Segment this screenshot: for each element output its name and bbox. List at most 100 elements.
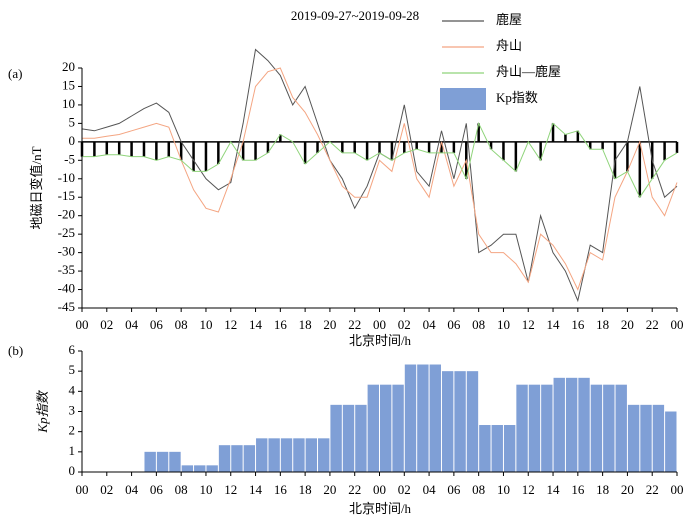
kp-bar <box>578 377 590 472</box>
x-tick-label: 10 <box>199 317 212 332</box>
legend-label: 舟山 <box>496 38 522 53</box>
chart-title: 2019-09-27~2019-09-28 <box>291 8 419 23</box>
x-tick-label: 12 <box>522 482 535 497</box>
x-tick-label: 00 <box>373 317 386 332</box>
kp-bar <box>565 377 578 472</box>
x-tick-label: 06 <box>150 482 164 497</box>
x-tick-label: 12 <box>224 482 237 497</box>
legend-label: 舟山—鹿屋 <box>496 64 561 79</box>
y-tick-label: 3 <box>69 402 76 417</box>
x-tick-label: 08 <box>472 482 485 497</box>
x-tick-label: 14 <box>547 482 561 497</box>
kp-bar <box>268 438 280 472</box>
kp-bar <box>553 377 565 472</box>
x-tick-label: 00 <box>373 482 386 497</box>
x-tick-label: 00 <box>671 482 684 497</box>
y-tick-label: 0 <box>69 463 76 478</box>
kp-bar <box>367 384 379 472</box>
x-tick-label: 02 <box>398 317 411 332</box>
y-tick-label: 5 <box>69 362 76 377</box>
kp-bar <box>231 445 243 472</box>
kp-bar <box>342 404 355 472</box>
y-tick-label: 5 <box>69 114 76 129</box>
x-tick-label: 04 <box>125 317 139 332</box>
kp-bar <box>243 445 256 472</box>
panel-label: (b) <box>8 343 23 358</box>
x-tick-label: 22 <box>348 482 361 497</box>
x-tick-label: 06 <box>447 317 461 332</box>
legend-label: Kp指数 <box>496 90 538 105</box>
legend-swatch <box>440 88 486 110</box>
kp-bar <box>194 465 206 472</box>
x-tick-label: 18 <box>299 317 312 332</box>
y-tick-label: -40 <box>58 281 75 296</box>
kp-bar <box>156 451 169 472</box>
y-tick-label: 6 <box>69 342 76 357</box>
x-tick-label: 16 <box>274 317 288 332</box>
kp-bar <box>491 425 503 472</box>
y-tick-label: 2 <box>69 423 76 438</box>
data-line <box>81 48 678 303</box>
y-tick-label: 20 <box>62 59 75 74</box>
x-tick-label: 14 <box>249 482 263 497</box>
x-tick-label: 16 <box>274 482 288 497</box>
x-tick-label: 04 <box>125 482 139 497</box>
x-tick-label: 00 <box>76 317 89 332</box>
data-line <box>82 121 678 199</box>
kp-bar <box>355 404 367 472</box>
kp-bar <box>528 384 541 472</box>
x-tick-label: 12 <box>522 317 535 332</box>
x-tick-label: 22 <box>348 317 361 332</box>
y-tick-label: -10 <box>58 170 75 185</box>
x-tick-label: 20 <box>621 317 634 332</box>
x-tick-label: 02 <box>100 482 113 497</box>
x-tick-label: 20 <box>621 482 634 497</box>
kp-bar <box>454 371 466 472</box>
kp-bar <box>516 384 528 472</box>
y-tick-label: -5 <box>64 151 75 166</box>
x-tick-label: 08 <box>175 482 188 497</box>
y-tick-label: 0 <box>69 133 76 148</box>
kp-bar <box>615 384 627 472</box>
x-tick-label: 10 <box>199 482 212 497</box>
x-tick-label: 08 <box>175 317 188 332</box>
kp-bar <box>404 364 417 472</box>
kp-bar <box>380 384 392 472</box>
x-tick-label: 00 <box>76 482 89 497</box>
kp-bar <box>218 445 231 472</box>
panel-label: (a) <box>8 66 22 81</box>
kp-bar <box>144 451 156 472</box>
x-axis-label: 北京时间/h <box>349 501 412 516</box>
x-tick-label: 22 <box>646 317 659 332</box>
kp-bar <box>169 451 181 472</box>
x-tick-label: 16 <box>571 317 585 332</box>
x-tick-label: 10 <box>497 317 510 332</box>
kp-bar <box>652 404 665 472</box>
kp-bar <box>206 465 218 472</box>
x-tick-label: 18 <box>596 317 609 332</box>
y-axis-label: Kp指数 <box>35 389 50 433</box>
kp-bar <box>280 438 293 472</box>
kp-bar <box>256 438 268 472</box>
kp-bar <box>603 384 615 472</box>
x-tick-label: 18 <box>299 482 312 497</box>
y-tick-label: -45 <box>58 299 75 314</box>
kp-bar <box>305 438 318 472</box>
x-tick-label: 06 <box>150 317 164 332</box>
kp-bar <box>330 404 342 472</box>
legend-label: 鹿屋 <box>496 12 522 27</box>
x-tick-label: 04 <box>423 317 437 332</box>
x-tick-label: 20 <box>323 317 336 332</box>
y-axis-label: 地磁日变值/nT <box>29 146 44 229</box>
x-tick-label: 10 <box>497 482 510 497</box>
x-tick-label: 06 <box>447 482 461 497</box>
x-axis-label: 北京时间/h <box>349 333 412 348</box>
kp-bar <box>466 371 479 472</box>
kp-bar <box>181 465 194 472</box>
kp-bar <box>665 411 677 472</box>
x-tick-label: 12 <box>224 317 237 332</box>
x-tick-label: 20 <box>323 482 336 497</box>
kp-bar <box>441 371 454 472</box>
